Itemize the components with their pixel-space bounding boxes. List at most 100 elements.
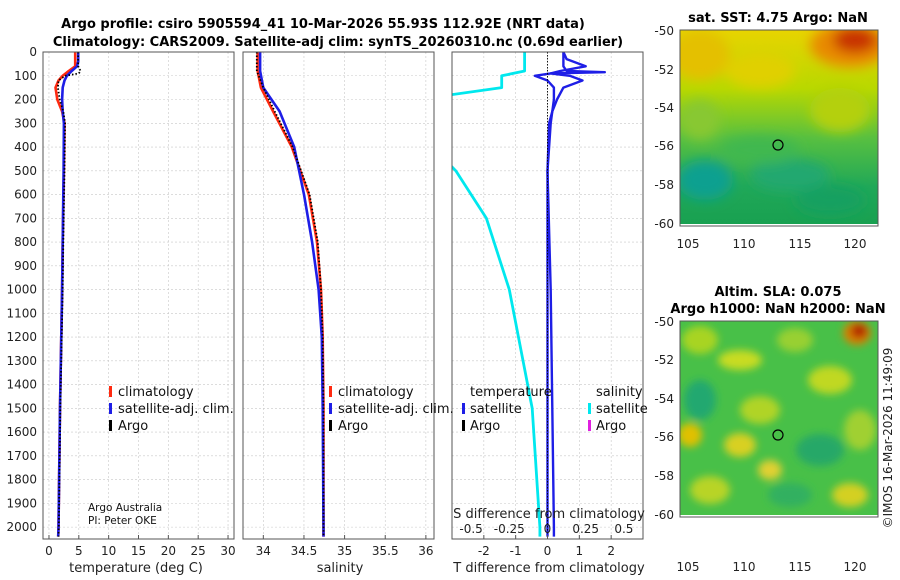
s-diff-tick-label: 0.25 <box>572 522 599 536</box>
difference-legend-temperature: temperature satellite Argo <box>462 385 552 434</box>
sla-ytick: -56 <box>654 430 674 444</box>
depth-axis-ticks: 0 100 200 300 400 500 600 700 800 900 1000 1100 1200… <box>6 45 37 534</box>
legend-marker-argo <box>109 420 112 431</box>
sst-map <box>680 30 878 226</box>
legend-label-argo: Argo <box>338 419 368 434</box>
sla-texture <box>680 321 876 507</box>
legend-label-t-satellite: satellite <box>470 402 522 417</box>
sla-land-mask <box>680 515 878 517</box>
sla-ytick: -58 <box>654 469 674 483</box>
series-line-satellite-adj-clim- <box>56 52 80 537</box>
legend-marker-t-argo <box>462 420 465 431</box>
timestamp: ©IMOS 16-Mar-2026 11:49:09 <box>881 348 895 529</box>
depth-tick-label: 700 <box>14 211 37 225</box>
sst-ytick: -54 <box>654 101 674 115</box>
legend-marker-satellite <box>109 403 112 414</box>
legend-marker-climatology <box>109 386 112 397</box>
depth-tick-label: 100 <box>14 69 37 83</box>
x-tick-label: -1 <box>510 544 522 558</box>
sla-ytick: -52 <box>654 353 674 367</box>
sst-xtick-120: 120 <box>844 237 867 251</box>
sst-xtick-110: 110 <box>733 237 756 251</box>
x-tick-label: 20 <box>161 544 176 558</box>
depth-tick-label: 2000 <box>6 520 37 534</box>
series-line-temperature-argo <box>533 52 606 537</box>
sst-argo-location-marker <box>772 139 784 151</box>
sla-xtick-115: 115 <box>789 560 812 574</box>
sst-xtick-115: 115 <box>789 237 812 251</box>
sst-ytick: -60 <box>654 217 674 231</box>
sla-ytick: -50 <box>654 315 674 329</box>
depth-tick-label: 300 <box>14 116 37 130</box>
sst-map-xticks: 105 110 115 120 <box>677 237 867 251</box>
legend-marker-satellite <box>329 403 332 414</box>
depth-tick-label: 1900 <box>6 496 37 510</box>
x-tick-label: 2 <box>607 544 615 558</box>
figure-title-line1: Argo profile: csiro 5905594_41 10-Mar-20… <box>61 17 585 32</box>
sst-ytick: -50 <box>654 24 674 38</box>
depth-tick-label: 1800 <box>6 473 37 487</box>
series-group <box>255 52 325 537</box>
difference-panel: -2 -1 0 1 2 -0.5 -0.25 0 0.25 0.5 <box>451 51 644 558</box>
temperature-legend: climatology satellite-adj. clim. Argo <box>109 385 234 434</box>
sst-ytick: -58 <box>654 178 674 192</box>
legend-marker-s-argo <box>588 420 591 431</box>
sst-xtick-105: 105 <box>677 237 700 251</box>
depth-tick-label: 1000 <box>6 283 37 297</box>
legend-marker-t-satellite <box>462 403 465 414</box>
x-tick-label: -2 <box>478 544 490 558</box>
sst-map-frame <box>679 29 879 227</box>
legend-label-satellite: satellite-adj. clim. <box>338 402 454 417</box>
series-line-salinity-satellite <box>452 52 542 537</box>
sla-map-xticks: 105 110 115 120 <box>677 560 867 574</box>
sst-map-title: sat. SST: 4.75 Argo: NaN <box>688 11 868 26</box>
legend-title-temperature: temperature <box>470 385 552 400</box>
legend-label-climatology: climatology <box>118 385 194 400</box>
salinity-axis-label: salinity <box>317 561 364 576</box>
series-group <box>452 52 606 537</box>
series-line-argo <box>255 52 325 537</box>
x-tick-label: 1 <box>576 544 584 558</box>
sla-ytick: -60 <box>654 508 674 522</box>
figure-title-line2: Climatology: CARS2009. Satellite-adj cli… <box>53 35 623 50</box>
depth-tick-label: 0 <box>29 45 37 59</box>
salinity-panel: 34 34.5 35 35.5 36 <box>242 51 435 558</box>
sla-ytick: -54 <box>654 392 674 406</box>
legend-label-argo: Argo <box>118 419 148 434</box>
legend-label-t-argo: Argo <box>470 419 500 434</box>
depth-tick-label: 1100 <box>6 306 37 320</box>
depth-tick-label: 1300 <box>6 354 37 368</box>
sla-map-frame <box>679 320 879 518</box>
series-line-satellite-adj-clim- <box>258 52 325 537</box>
legend-title-salinity: salinity <box>596 385 643 400</box>
temperature-panel: 0 5 10 15 20 25 30 <box>42 51 236 558</box>
s-diff-tick-label: 0.5 <box>614 522 633 536</box>
sla-xtick-105: 105 <box>677 560 700 574</box>
credit-line1: Argo Australia <box>88 502 162 514</box>
sla-map-yticks: -50 -52 -54 -56 -58 -60 <box>654 315 674 522</box>
series-line-climatology <box>256 52 325 537</box>
salinity-legend: climatology satellite-adj. clim. Argo <box>329 385 454 434</box>
x-tick-label: 15 <box>131 544 146 558</box>
x-tick-label: 36 <box>418 544 433 558</box>
sla-map-title-line1: Altim. SLA: 0.075 <box>715 285 842 300</box>
sst-ytick: -52 <box>654 63 674 77</box>
x-tick-label: 0 <box>45 544 53 558</box>
sst-texture <box>680 30 878 215</box>
difference-legend-salinity: salinity satellite Argo <box>588 385 648 434</box>
depth-tick-label: 1700 <box>6 449 37 463</box>
depth-tick-label: 200 <box>14 93 37 107</box>
legend-label-s-argo: Argo <box>596 419 626 434</box>
s-diff-tick-label: 0 <box>544 522 552 536</box>
depth-tick-label: 1600 <box>6 425 37 439</box>
sst-map-yticks: -50 -52 -54 -56 -58 -60 <box>654 24 674 231</box>
series-group <box>54 52 82 537</box>
sla-xtick-110: 110 <box>733 560 756 574</box>
x-tick-label: 34.5 <box>291 544 318 558</box>
credit-line2: PI: Peter OKE <box>88 515 157 527</box>
legend-marker-argo <box>329 420 332 431</box>
sla-map <box>680 321 878 517</box>
s-diff-tick-label: -0.25 <box>494 522 525 536</box>
